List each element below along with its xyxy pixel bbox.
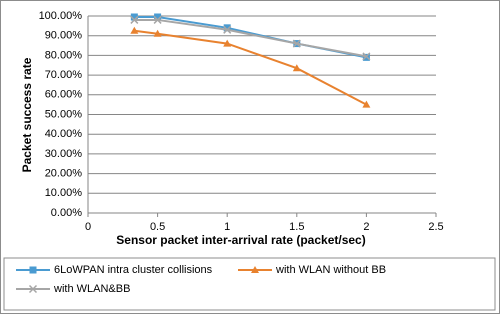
marker xyxy=(362,52,371,61)
x-axis-title: Sensor packet inter-arrival rate (packet… xyxy=(116,233,365,247)
legend-label: with WLAN&BB xyxy=(53,283,130,295)
y-tick-label: 50.00% xyxy=(45,108,83,120)
x-tick-label: 0.5 xyxy=(150,221,165,233)
marker xyxy=(130,26,139,34)
marker xyxy=(223,39,232,47)
legend-marker xyxy=(28,284,38,294)
y-tick-label: 10.00% xyxy=(45,187,83,199)
marker xyxy=(362,100,371,108)
legend-label: with WLAN without BB xyxy=(275,264,386,276)
y-tick-label: 60.00% xyxy=(45,89,83,101)
y-tick-label: 40.00% xyxy=(45,128,83,140)
legend-marker xyxy=(29,266,37,274)
y-tick-label: 0.00% xyxy=(51,207,82,219)
x-tick-label: 1 xyxy=(224,221,230,233)
marker xyxy=(153,15,162,24)
marker xyxy=(154,13,162,21)
marker xyxy=(292,39,301,48)
y-tick-label: 30.00% xyxy=(45,148,83,160)
marker xyxy=(153,29,162,37)
marker xyxy=(292,64,301,72)
y-tick-label: 80.00% xyxy=(45,49,83,61)
marker xyxy=(223,25,232,34)
x-tick-label: 0 xyxy=(85,221,91,233)
marker xyxy=(130,15,139,24)
y-axis-title: Packet success rate xyxy=(20,57,34,172)
legend-marker xyxy=(251,266,259,273)
legend-label: 6LoWPAN intra cluster collisions xyxy=(54,264,213,276)
y-tick-label: 20.00% xyxy=(45,168,83,180)
y-tick-label: 70.00% xyxy=(45,69,83,81)
marker xyxy=(130,13,138,21)
y-tick-label: 100.00% xyxy=(39,10,83,22)
x-tick-label: 2 xyxy=(363,221,369,233)
legend-box xyxy=(3,257,496,311)
y-tick-label: 90.00% xyxy=(45,30,83,42)
x-tick-label: 2.5 xyxy=(428,221,443,233)
x-tick-label: 1.5 xyxy=(289,221,304,233)
marker xyxy=(223,24,231,32)
